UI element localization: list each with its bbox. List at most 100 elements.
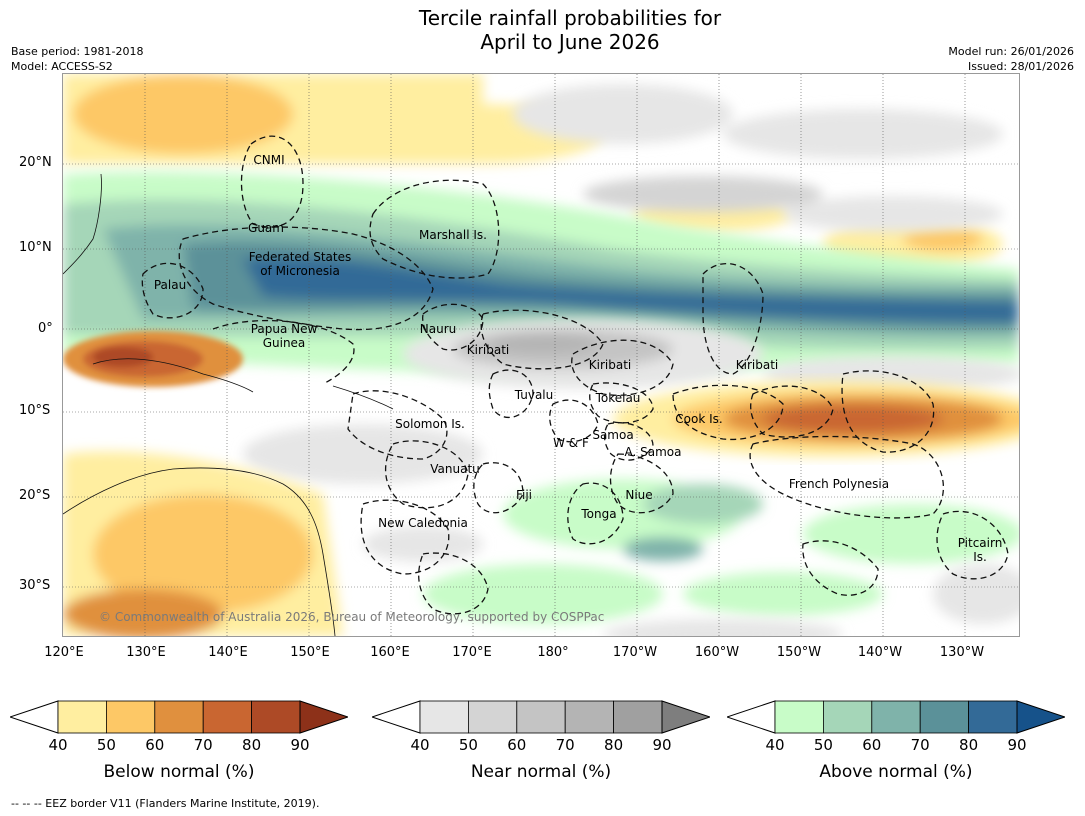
near-colorbar-label: Near normal (%) [470,762,612,782]
near-colorbar-segment [468,700,518,734]
lat-label-20s: 20°S [19,488,51,503]
region-label-guam: Guam [248,221,284,235]
meta-right: Model run: 26/01/2026 Issued: 28/01/2026 [948,44,1074,74]
lon-label-160e: 160°E [370,645,410,660]
lon-label-130w: 130°W [939,645,985,660]
below-colorbar-tick: 90 [290,736,310,754]
lat-label-30s: 30°S [19,578,51,593]
region-label-samoa: Samoa [592,428,634,442]
above-colorbar-segment [919,700,969,734]
below-colorbar-segment [57,700,107,734]
near-colorbar-tick: 70 [555,736,575,754]
meta-left: Base period: 1981-2018 Model: ACCESS-S2 [11,44,143,74]
above-colorbar-label: Above normal (%) [819,762,973,782]
above-normal-south [423,479,1019,624]
above-colorbar-tick: 40 [765,736,785,754]
below-colorbar-min-arrow [10,700,59,734]
lon-label-170w: 170°W [612,645,658,660]
above-colorbar-tick: 80 [959,736,979,754]
above-colorbar-tick: 60 [862,736,882,754]
near-colorbar-segment [613,700,663,734]
map-title: Tercile rainfall probabilities for April… [300,6,840,54]
lat-label-10n: 10°N [19,240,52,255]
lon-label-150e: 150°E [290,645,330,660]
above-colorbar-min-arrow [727,700,776,734]
region-label-cnmi: CNMI [253,153,285,167]
region-label-palau: Palau [153,278,187,292]
region-label-pitcairn-line1: Pitcairn [957,536,1003,550]
below-colorbar-tick: 80 [242,736,262,754]
below-colorbar-label: Below normal (%) [103,762,255,782]
region-label-niue: Niue [625,488,653,502]
near-colorbar-tick: 80 [604,736,624,754]
region-label-kiribati-central: Kiribati [588,358,632,372]
above-colorbar-segment [871,700,921,734]
above-colorbar-segment [823,700,873,734]
near-colorbar-segment [419,700,469,734]
lon-label-140w: 140°W [857,645,903,660]
region-label-american-samoa: A. Samoa [624,445,682,459]
probability-map: CNMI Guam Marshall Is. Federated States … [62,73,1020,637]
region-label-pitcairn-line2: Is. [973,550,987,564]
lat-label-20n: 20°N [19,155,52,170]
near-colorbar-tick: 60 [507,736,527,754]
title-line-1: Tercile rainfall probabilities for [418,6,722,30]
below-normal-australia [63,451,343,636]
near-colorbar-tick: 90 [652,736,672,754]
above-colorbar-tick: 50 [813,736,833,754]
region-label-pitcairn: Pitcairn Is. [958,536,1003,564]
region-label-cook: Cook Is. [675,412,723,426]
region-label-png-line2: Guinea [262,336,306,350]
region-label-nauru: Nauru [419,322,457,336]
below-colorbar-segment [106,700,156,734]
model-name: Model: ACCESS-S2 [11,60,113,73]
near-colorbar-segment [564,700,614,734]
lon-label-170e: 170°E [452,645,492,660]
region-label-new-caledonia: New Caledonia [378,516,468,530]
above-colorbar-segment [774,700,824,734]
below-colorbar-max-arrow [299,700,348,734]
model-run: Model run: 26/01/2026 [948,45,1074,58]
near-colorbar-svg [372,700,710,734]
region-label-kiribati-east: Kiribati [735,358,779,372]
region-label-kiribati-west: Kiribati [466,343,510,357]
region-label-fiji: Fiji [515,488,533,502]
near-colorbar-min-arrow [372,700,421,734]
near-colorbar-max-arrow [661,700,710,734]
region-label-tuvalu: Tuvalu [514,388,554,402]
lon-label-140e: 140°E [208,645,248,660]
lat-label-10s: 10°S [19,403,51,418]
below-colorbar-segment [251,700,301,734]
below-colorbar-segment [154,700,204,734]
near-colorbar-tick: 40 [410,736,430,754]
lon-label-150w: 150°W [776,645,822,660]
above-colorbar-svg [727,700,1065,734]
eez-borders [141,135,1009,615]
graticule [63,74,1019,636]
below-normal-png [63,331,243,387]
eez-footnote: -- -- -- EEZ border V11 (Flanders Marine… [11,797,320,810]
issued-date: Issued: 28/01/2026 [967,60,1074,73]
region-label-fsm: Federated States of Micronesia [249,250,351,278]
below-colorbar-tick: 40 [48,736,68,754]
lon-label-160w: 160°W [694,645,740,660]
region-label-wf: W & F [553,436,589,450]
above-colorbar-segment [968,700,1018,734]
near-normal-south [363,526,1019,636]
below-colorbar-svg [10,700,348,734]
near-colorbar-segment [516,700,566,734]
near-colorbar-tick: 50 [458,736,478,754]
region-label-fsm-line1: Federated States [248,250,352,264]
coastlines [63,173,394,636]
lat-label-0: 0° [38,321,53,336]
region-label-png: Papua New Guinea [251,322,318,350]
region-label-french-polynesia: French Polynesia [788,477,890,491]
lon-label-130e: 130°E [126,645,166,660]
base-period: Base period: 1981-2018 [11,45,144,58]
region-label-tokelau: Tokelau [595,391,641,405]
below-colorbar-segment [202,700,252,734]
near-normal-north [513,84,1003,232]
below-colorbar-tick: 70 [193,736,213,754]
region-label-vanuatu: Vanuatu [430,462,480,476]
above-colorbar-tick: 70 [910,736,930,754]
